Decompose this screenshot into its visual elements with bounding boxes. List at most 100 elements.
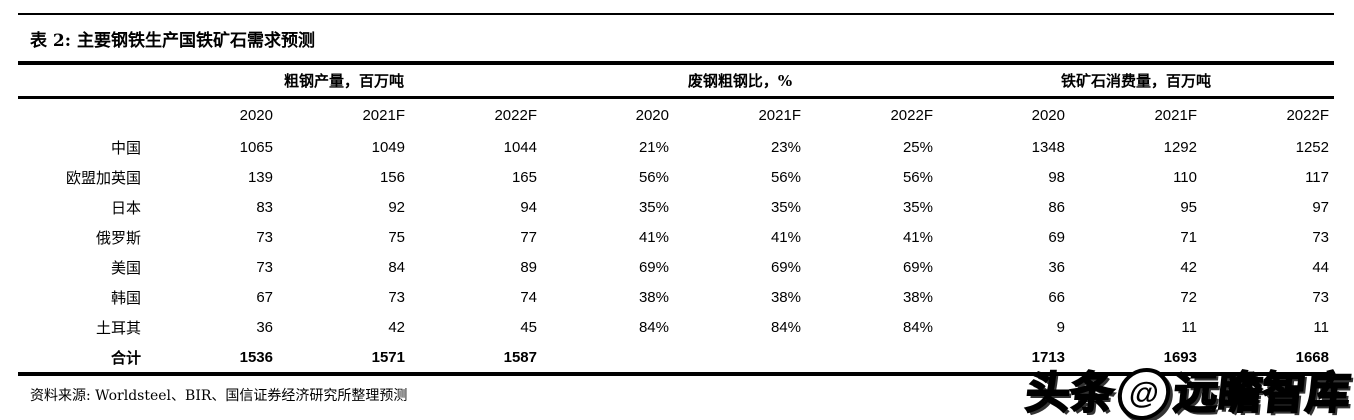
row-label: 合计: [110, 348, 141, 367]
data-cell: 69%: [902, 258, 933, 276]
year-header: 2021F: [1154, 107, 1197, 124]
table-row: 美国 73 84 89 69% 69% 69% 36 42 44: [18, 252, 1334, 282]
data-cell: 110: [1173, 168, 1197, 186]
data-cell: 84%: [638, 318, 669, 336]
report-table-page: 表 2: 主要钢铁生产国铁矿石需求预测 粗钢产量，百万吨 废钢粗钢比，% 铁矿石…: [0, 13, 1354, 420]
row-label: 日本: [110, 198, 141, 217]
data-cell: 1693: [1163, 348, 1197, 366]
data-cell: 56%: [902, 168, 933, 186]
year-header: 2020: [239, 107, 273, 124]
data-table: 粗钢产量，百万吨 废钢粗钢比，% 铁矿石消费量，百万吨 2020 2021F 2…: [18, 65, 1334, 376]
data-cell: 1252: [1295, 138, 1329, 156]
row-label: 俄罗斯: [95, 228, 141, 247]
table-row: 土耳其 36 42 45 84% 84% 84% 9 11 11: [18, 312, 1334, 342]
table-row: 欧盟加英国 139 156 165 56% 56% 56% 98 110 117: [18, 162, 1334, 192]
group-header-scrap-ratio: 废钢粗钢比，%: [542, 65, 938, 99]
group-header-row: 粗钢产量，百万吨 废钢粗钢比，% 铁矿石消费量，百万吨: [18, 65, 1334, 99]
data-cell: 117: [1305, 168, 1329, 186]
data-cell: 84%: [770, 318, 801, 336]
data-cell: 83: [256, 198, 273, 216]
data-cell: 23%: [770, 138, 801, 156]
data-cell: 38%: [770, 288, 801, 306]
table-row: 俄罗斯 73 75 77 41% 41% 41% 69 71 73: [18, 222, 1334, 252]
corner-cell: [18, 98, 146, 133]
data-cell: 35%: [770, 198, 801, 216]
data-cell: 1536: [239, 348, 273, 366]
data-cell: [674, 342, 806, 374]
data-cell: 56%: [638, 168, 669, 186]
row-label: 土耳其: [95, 318, 141, 337]
data-cell: 69%: [638, 258, 669, 276]
data-cell: 1044: [503, 138, 537, 156]
corner-cell: [18, 65, 146, 99]
data-cell: 1065: [239, 138, 273, 156]
data-cell: 1668: [1295, 348, 1329, 366]
source-note: 资料来源: Worldsteel、BIR、国信证券经济研究所整理预测: [30, 388, 408, 404]
data-cell: 74: [520, 288, 537, 306]
table-body: 中国 1065 1049 1044 21% 23% 25% 1348 1292 1252 欧盟加英国…: [18, 132, 1334, 374]
data-cell: 42: [1180, 258, 1197, 276]
data-cell: 86: [1048, 198, 1065, 216]
data-cell: 73: [1312, 228, 1329, 246]
table-row: 合计 1536 1571 1587 1713 1693 1668: [18, 342, 1334, 374]
data-cell: 73: [388, 288, 405, 306]
data-cell: 73: [256, 228, 273, 246]
data-cell: 97: [1312, 198, 1329, 216]
data-cell: 9: [1056, 318, 1065, 336]
data-cell: 67: [256, 288, 273, 306]
data-cell: 92: [388, 198, 405, 216]
data-cell: 11: [1181, 318, 1197, 336]
year-header: 2022F: [1286, 107, 1329, 124]
data-cell: 11: [1313, 318, 1329, 336]
year-header: 2022F: [890, 107, 933, 124]
data-cell: 73: [256, 258, 273, 276]
data-cell: 38%: [902, 288, 933, 306]
data-cell: 21%: [638, 138, 669, 156]
table-row: 韩国 67 73 74 38% 38% 38% 66 72 73: [18, 282, 1334, 312]
data-cell: 41%: [638, 228, 669, 246]
year-header: 2021F: [758, 107, 801, 124]
data-cell: 1587: [503, 348, 537, 366]
data-cell: 89: [520, 258, 537, 276]
data-cell: 36: [256, 318, 273, 336]
data-cell: 98: [1048, 168, 1065, 186]
data-cell: 38%: [638, 288, 669, 306]
data-cell: 45: [520, 318, 537, 336]
data-cell: 1348: [1031, 138, 1065, 156]
group-header-iron-ore: 铁矿石消费量，百万吨: [938, 65, 1334, 99]
row-label: 欧盟加英国: [65, 168, 141, 187]
data-cell: 94: [520, 198, 537, 216]
data-cell: 75: [388, 228, 405, 246]
year-header: 2020: [635, 107, 669, 124]
data-cell: 1713: [1031, 348, 1065, 366]
data-cell: 84: [388, 258, 405, 276]
data-cell: 36: [1048, 258, 1065, 276]
data-cell: 77: [520, 228, 537, 246]
data-cell: 1049: [371, 138, 405, 156]
table-title: 表 2: 主要钢铁生产国铁矿石需求预测: [18, 13, 1334, 65]
data-cell: 95: [1180, 198, 1197, 216]
data-cell: 165: [511, 168, 537, 186]
row-label: 中国: [110, 138, 141, 157]
data-cell: 69%: [770, 258, 801, 276]
data-cell: 69: [1048, 228, 1065, 246]
group-header-crude-steel: 粗钢产量，百万吨: [146, 65, 542, 99]
table-row: 中国 1065 1049 1044 21% 23% 25% 1348 1292 1252: [18, 132, 1334, 162]
data-cell: 139: [247, 168, 273, 186]
data-cell: 71: [1180, 228, 1197, 246]
data-cell: 1292: [1163, 138, 1197, 156]
data-cell: 41%: [902, 228, 933, 246]
data-cell: 25%: [902, 138, 933, 156]
data-cell: [542, 342, 674, 374]
year-header: 2022F: [494, 107, 537, 124]
data-cell: 72: [1180, 288, 1197, 306]
data-cell: 66: [1048, 288, 1065, 306]
data-cell: [806, 342, 938, 374]
row-label: 美国: [110, 258, 141, 277]
data-cell: 42: [388, 318, 405, 336]
data-cell: 156: [379, 168, 405, 186]
data-cell: 1571: [371, 348, 405, 366]
data-cell: 35%: [638, 198, 669, 216]
row-label: 韩国: [110, 288, 141, 307]
data-cell: 56%: [770, 168, 801, 186]
